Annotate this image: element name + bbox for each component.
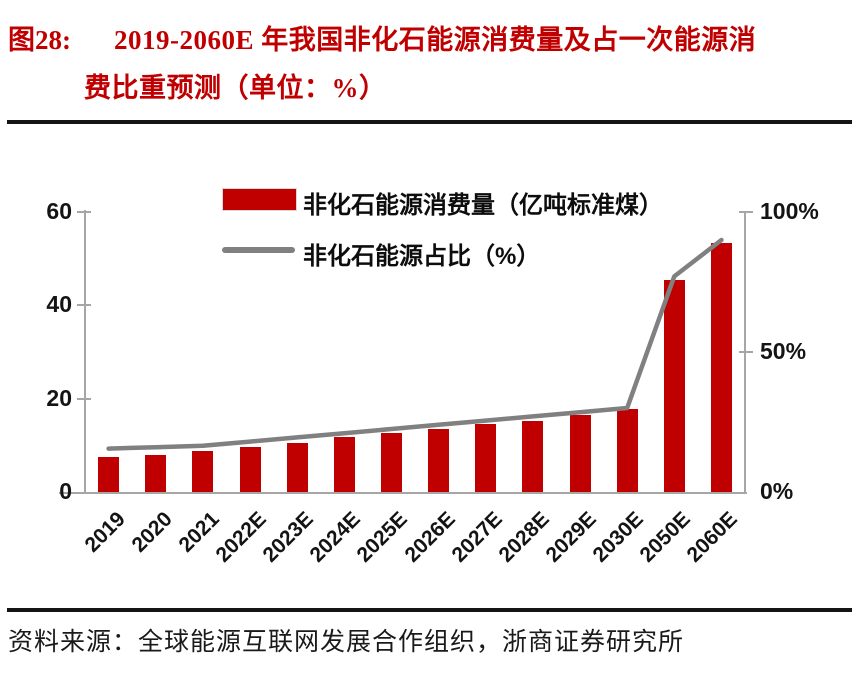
title-divider-rule (7, 120, 852, 124)
left-axis-tick-label: 60 (46, 198, 72, 224)
legend-label-share: 非化石能源占比（%） (303, 243, 541, 270)
x-axis-label: 2030E (588, 507, 648, 567)
x-axis-label: 2019 (80, 507, 130, 557)
left-axis-tick-label: 40 (46, 291, 72, 318)
bar (710, 243, 732, 492)
right-axis-tick (739, 211, 753, 213)
left-axis-tick (77, 211, 91, 213)
right-axis-tick-label: 50% (760, 338, 807, 364)
line-series-swatch-icon (222, 247, 295, 253)
bar (192, 451, 214, 492)
x-axis-label: 2028E (494, 507, 554, 567)
bar (428, 428, 450, 492)
x-axis-line (59, 492, 747, 494)
bar (616, 409, 638, 492)
bar (663, 280, 685, 492)
bar (475, 424, 497, 492)
left-axis-tick (77, 397, 91, 400)
right-axis-tick-label: 0% (760, 478, 794, 504)
legend-label-consumption: 非化石能源消费量（亿吨标准煤） (303, 192, 663, 219)
x-axis-label: 2026E (400, 507, 460, 567)
left-axis-tick-label: 20 (46, 384, 72, 411)
figure-title-line2: 费比重预测（单位：%） (84, 73, 387, 103)
x-axis-label: 2024E (305, 507, 366, 567)
bar (239, 447, 261, 492)
x-axis-label: 2022E (211, 507, 271, 567)
x-axis-label: 2029E (541, 507, 601, 567)
figure-title-line1: 2019-2060E 年我国非化石能源消费量及占一次能源消 (114, 25, 757, 55)
figure-label: 图28: (8, 25, 71, 55)
x-axis-label: 2020 (127, 507, 177, 557)
right-axis-tick-label: 100% (760, 198, 819, 224)
x-axis-label: 2023E (258, 507, 318, 567)
bar (380, 432, 402, 492)
bar (145, 454, 167, 492)
bar (98, 457, 120, 492)
bar (286, 443, 308, 492)
x-axis-label: 2050E (635, 507, 696, 567)
bar (569, 415, 591, 492)
x-axis-label: 2027E (447, 507, 507, 567)
bar-series-swatch-icon (222, 188, 297, 211)
bar (522, 420, 544, 492)
source-text: 资料来源：全球能源互联网发展合作组织，浙商证券研究所 (8, 629, 685, 656)
bar (333, 437, 355, 492)
right-axis-tick (739, 351, 753, 353)
left-axis-tick (77, 304, 91, 307)
left-axis-line (84, 210, 86, 492)
footer-divider-rule (7, 608, 852, 612)
x-axis-label: 2060E (682, 507, 743, 567)
x-axis-label: 2025E (352, 507, 413, 567)
left-axis-tick-label: 0 (59, 478, 72, 504)
